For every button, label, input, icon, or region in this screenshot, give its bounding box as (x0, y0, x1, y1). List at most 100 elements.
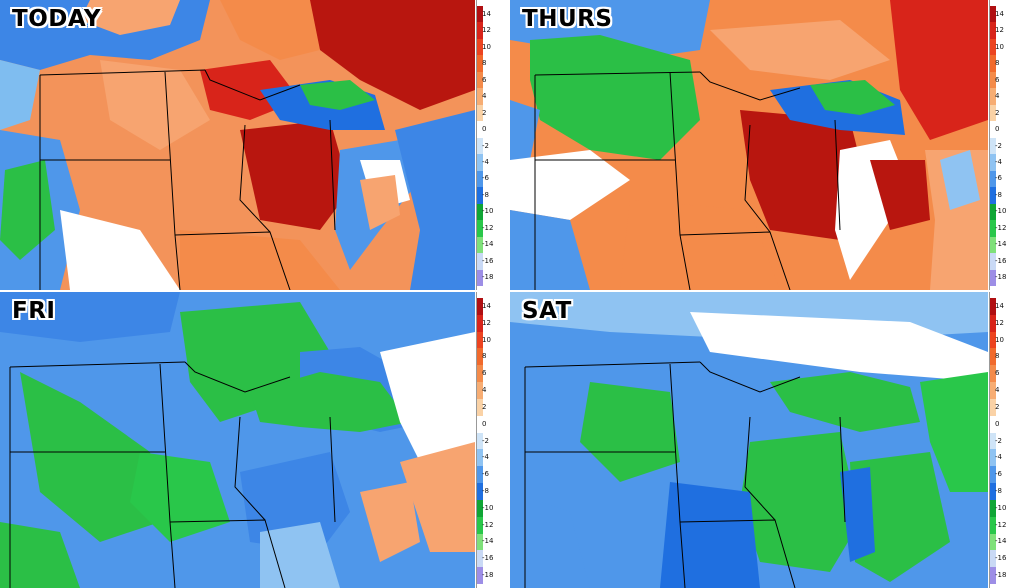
scale-color-band (477, 22, 483, 39)
scale-color-band (477, 466, 483, 484)
scale-tick-label: -18 (482, 273, 494, 282)
scale-tick-label: -4 (482, 157, 489, 166)
scale-tick-label: 10 (482, 42, 491, 51)
scale-color-band (990, 314, 996, 332)
scale-tick-label: -18 (995, 571, 1007, 580)
scale-tick-label: -14 (995, 240, 1007, 249)
scale-tick-label: 6 (995, 75, 1000, 84)
scale-color-band (990, 236, 996, 254)
scale-color-band (477, 398, 483, 416)
scale-color-band (990, 121, 996, 138)
scale-color-band (477, 137, 483, 155)
scale-tick-label: 4 (995, 92, 1000, 101)
temperature-anomaly-map (0, 292, 475, 588)
map-panel-thurs: THURS (510, 0, 988, 290)
scale-tick-label: -14 (482, 240, 494, 249)
scale-color-band (990, 269, 996, 286)
scale-color-band (990, 203, 996, 221)
scale-tick-label: 8 (995, 59, 1000, 68)
scale-color-band (477, 38, 483, 56)
scale-tick-label: -6 (995, 470, 1002, 479)
scale-color-band (990, 382, 996, 399)
scale-color-band (477, 499, 483, 517)
scale-color-band (990, 432, 996, 450)
panel-title-today: TODAY (12, 6, 102, 32)
scale-tick-label: -2 (482, 141, 489, 150)
scale-tick-label: 10 (995, 42, 1004, 51)
scale-tick-label: -4 (995, 157, 1002, 166)
scale-tick-label: 2 (482, 402, 487, 411)
scale-color-band (477, 269, 483, 286)
scale-color-band (477, 55, 483, 72)
scale-tick-label: 2 (995, 402, 1000, 411)
scale-color-band (477, 432, 483, 450)
scale-tick-label: -8 (482, 190, 489, 199)
scale-color-band (990, 533, 996, 551)
scale-color-band (990, 55, 996, 72)
scale-color-band (990, 220, 996, 237)
scale-color-band (477, 533, 483, 551)
scale-tick-label: -6 (482, 470, 489, 479)
scale-color-band (990, 483, 996, 500)
scale-tick-label: -2 (995, 141, 1002, 150)
scale-color-band (990, 6, 996, 23)
panel-title-fri: FRI (12, 298, 56, 324)
color-scale-top-right: 14 12 10 8 6 4 2 0 -2 -4 -6 -8 -10 -12 -14 -16 -18 (989, 0, 1006, 290)
scale-tick-label: 10 (482, 335, 491, 344)
scale-tick-label: 4 (482, 92, 487, 101)
scale-color-band (477, 314, 483, 332)
scale-color-band (477, 154, 483, 171)
scale-color-band (990, 499, 996, 517)
scale-color-band (990, 365, 996, 383)
scale-tick-label: -10 (995, 207, 1007, 216)
scale-color-band (990, 22, 996, 39)
scale-color-band (477, 6, 483, 23)
scale-tick-label: -2 (482, 436, 489, 445)
scale-tick-label: 14 (482, 9, 491, 18)
temperature-anomaly-map (510, 292, 988, 588)
temperature-anomaly-map (0, 0, 475, 290)
scale-tick-label: 0 (482, 419, 487, 428)
scale-color-band (990, 550, 996, 568)
scale-tick-label: -12 (995, 520, 1007, 529)
scale-color-band (477, 567, 483, 584)
scale-tick-label: 6 (482, 75, 487, 84)
scale-tick-label: 4 (995, 386, 1000, 395)
scale-color-band (990, 516, 996, 534)
scale-color-band (990, 466, 996, 484)
scale-tick-label: -16 (482, 256, 494, 265)
scale-tick-label: -4 (482, 453, 489, 462)
scale-color-band (477, 365, 483, 383)
scale-tick-label: -8 (995, 190, 1002, 199)
scale-color-band (477, 187, 483, 204)
scale-tick-label: -8 (995, 486, 1002, 495)
scale-tick-label: -2 (995, 436, 1002, 445)
map-panel-fri: FRI (0, 292, 475, 588)
scale-tick-label: -16 (995, 554, 1007, 563)
scale-tick-label: 14 (995, 301, 1004, 310)
scale-tick-label: 12 (482, 26, 491, 35)
scale-tick-label: 0 (482, 125, 487, 134)
scale-tick-label: 12 (995, 318, 1004, 327)
scale-tick-label: 0 (995, 419, 1000, 428)
color-scale-bottom-right: 14 12 10 8 6 4 2 0 -2 -4 -6 -8 -10 -12 -14 -16 -18 (989, 292, 1006, 588)
scale-tick-label: -12 (482, 223, 494, 232)
scale-tick-label: 8 (482, 59, 487, 68)
scale-tick-label: 12 (482, 318, 491, 327)
scale-tick-label: 12 (995, 26, 1004, 35)
scale-color-band (477, 382, 483, 399)
scale-color-band (477, 348, 483, 366)
scale-tick-label: -18 (482, 571, 494, 580)
scale-tick-label: -14 (995, 537, 1007, 546)
scale-color-band (990, 398, 996, 416)
color-scale-top-left: 14 12 10 8 6 4 2 0 -2 -4 -6 -8 -10 -12 -14 -16 -18 (476, 0, 493, 290)
scale-color-band (477, 121, 483, 138)
scale-tick-label: -10 (482, 503, 494, 512)
scale-tick-label: 8 (482, 352, 487, 361)
scale-color-band (477, 550, 483, 568)
scale-color-band (477, 516, 483, 534)
color-scale-bottom-left: 14 12 10 8 6 4 2 0 -2 -4 -6 -8 -10 -12 -14 -16 -18 (476, 292, 493, 588)
scale-tick-label: -16 (995, 256, 1007, 265)
scale-color-band (477, 88, 483, 105)
scale-tick-label: -12 (995, 223, 1007, 232)
